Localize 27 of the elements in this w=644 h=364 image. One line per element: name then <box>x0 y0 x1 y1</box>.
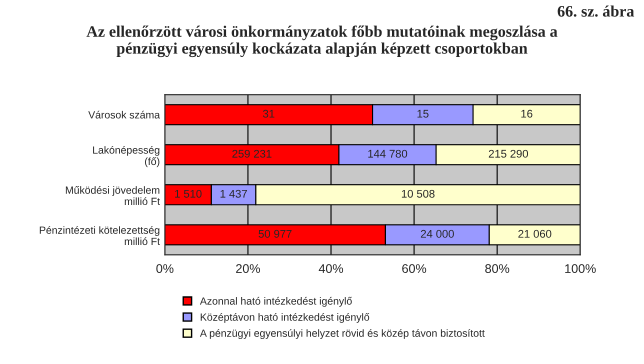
annotation: 16 <box>521 110 532 118</box>
annotation: 24 000 <box>420 230 454 238</box>
y-tick-label: Lakónépesség (fő) <box>93 146 160 168</box>
annotation: 215 290 <box>488 150 528 158</box>
annotation: 31 <box>262 110 274 118</box>
x-tick-label: 20% <box>236 264 260 274</box>
x-tick-label: 0% <box>156 264 174 274</box>
chart-title: Az ellenőrzött városi önkormányzatok főbb mutatóinak megoszlása a pénzügyi egyensúly kockázata alapján képzett csoportokban <box>86 25 558 58</box>
annotation: 1 437 <box>220 190 247 198</box>
annotation: 1 510 <box>175 190 202 198</box>
legend-label: Azonnal ható intézkedést igénylő <box>200 296 352 307</box>
annotation: 15 <box>417 110 429 118</box>
annotation: 50 977 <box>258 230 292 238</box>
annotation: 144 780 <box>368 150 408 158</box>
x-tick-label: 100% <box>565 264 596 274</box>
annotation: 10 508 <box>402 190 435 198</box>
legend-label: Középtávon ható intézkedést igénylő <box>200 313 370 323</box>
text: 66. sz. ábra <box>558 5 634 17</box>
annotation: 21 060 <box>518 230 552 238</box>
x-tick-label: 60% <box>402 264 426 274</box>
x-tick-label: 40% <box>318 264 344 274</box>
annotation: 259 231 <box>232 150 272 158</box>
legend-label: A pénzügyi egyensúlyi helyzet rövid és közép távon biztosított <box>200 329 485 339</box>
y-tick-label: Városok száma <box>88 110 160 119</box>
x-tick-label: 80% <box>485 264 510 274</box>
y-tick-label: Működési jövedelem millió Ft <box>66 186 160 206</box>
y-tick-label: Pénzintézeti kötelezettség millió Ft <box>40 226 160 246</box>
